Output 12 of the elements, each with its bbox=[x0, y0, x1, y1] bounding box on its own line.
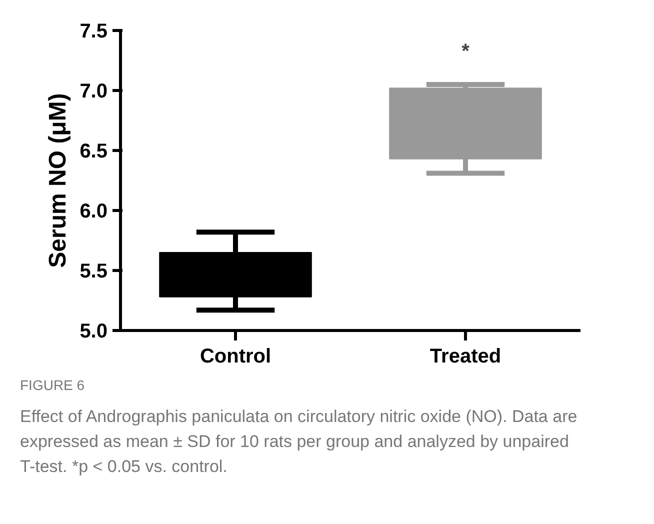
x-tick-label: Control bbox=[200, 346, 272, 368]
y-tick-label: 5.5 bbox=[80, 260, 108, 282]
y-tick-label: 7.5 bbox=[80, 20, 108, 42]
text: Effect of Andrographis paniculata on circulatory nitric oxide (NO). Data are expressed as mean ± SD for 10 rats per group and analyzed by unpaired T-test. *p < 0.05 vs. control. bbox=[20, 406, 578, 478]
y-tick-label: 6.5 bbox=[80, 140, 108, 162]
y-axis-title: Serum NO (μM) bbox=[44, 93, 72, 268]
annotation: * bbox=[462, 40, 470, 62]
y-tick-label: 7.0 bbox=[80, 80, 108, 102]
y-tick-label: 5.0 bbox=[80, 320, 108, 342]
caption: FIGURE 6 bbox=[20, 376, 85, 395]
x-tick-label: Treated bbox=[430, 346, 502, 368]
y-tick-label: 6.0 bbox=[80, 200, 108, 222]
